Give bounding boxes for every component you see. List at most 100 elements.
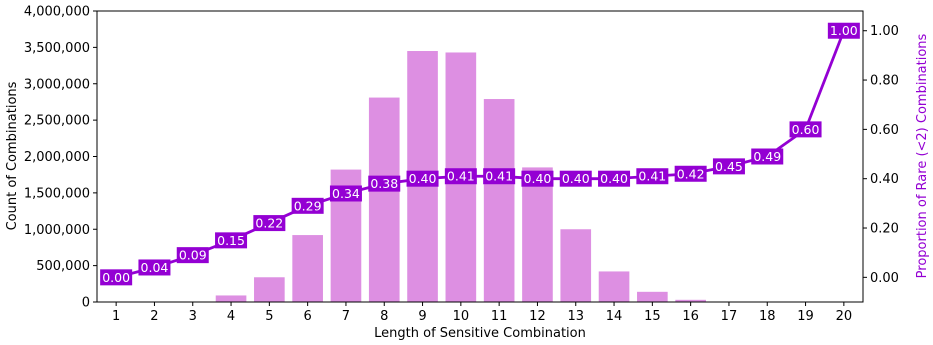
point-labels-layer: 0.00 0.04 0.09 0.15 0.22 0.29 0.34 0.38 0.40 0.41… [100, 22, 860, 286]
point-label-text: 0.00 [102, 270, 130, 285]
point-label-box [751, 148, 784, 165]
point-label-6: 0.29 [291, 197, 324, 214]
bar-6 [292, 235, 323, 302]
x-axis: 1 2 3 4 5 6 7 8 9 10 11 12 13 14 15 16 17 18 19 20 [112, 302, 852, 324]
point-label-1: 0.00 [100, 269, 133, 286]
y-left-tick-label: 2,500,000 [24, 114, 90, 129]
x-tick-label: 1 [112, 309, 120, 324]
y-axis-left: 0 500,000 1,000,000 1,500,000 2,000,000 2,500… [24, 5, 97, 311]
point-label-box [444, 168, 477, 185]
y-axis-left-title: Count of Combinations [5, 81, 20, 230]
y-left-tick-label: 4,000,000 [24, 5, 90, 20]
y-left-tick-label: 500,000 [36, 259, 90, 274]
x-tick-label: 15 [644, 309, 661, 324]
point-label-box [598, 170, 631, 187]
x-tick-label: 12 [529, 309, 546, 324]
plot-frame [96, 10, 864, 303]
point-label-text: 0.09 [179, 248, 207, 263]
bar-8 [368, 97, 400, 302]
y-left-tick-label: 0 [82, 296, 90, 311]
point-label-box [559, 170, 592, 187]
point-label-17: 0.45 [712, 158, 745, 175]
x-tick-label: 10 [453, 309, 470, 324]
x-tick-label: 11 [491, 309, 508, 324]
point-label-box [138, 259, 171, 276]
point-label-box [521, 170, 554, 187]
y-left-tick-label: 3,500,000 [24, 41, 90, 56]
y-left-tick-label: 1,500,000 [24, 186, 90, 201]
point-label-4: 0.15 [215, 232, 248, 249]
point-label-text: 0.15 [217, 233, 245, 248]
point-label-box [291, 197, 324, 214]
point-label-15: 0.41 [636, 168, 669, 185]
x-tick-label: 16 [682, 309, 699, 324]
point-label-box [789, 121, 822, 138]
point-label-18: 0.49 [751, 148, 784, 165]
point-label-text: 0.40 [600, 171, 628, 186]
point-label-text: 0.04 [141, 260, 169, 275]
y-axis-right-title: Proportion of Rare (<2) Combinations [915, 33, 930, 278]
x-tick-label: 20 [836, 309, 853, 324]
x-tick-label: 17 [721, 309, 738, 324]
y-right-tick-label: 0.00 [870, 271, 899, 286]
bar-13 [560, 229, 592, 302]
bar-16 [675, 299, 706, 302]
y-right-tick-label: 0.40 [870, 172, 899, 187]
point-label-2: 0.04 [138, 259, 171, 276]
point-label-text: 0.22 [255, 216, 283, 231]
point-label-box [100, 269, 133, 286]
bar-4 [215, 295, 247, 302]
point-label-text: 0.41 [638, 169, 666, 184]
point-label-text: 0.29 [294, 198, 322, 213]
point-label-19: 0.60 [789, 121, 822, 138]
point-label-16: 0.42 [674, 165, 707, 182]
x-tick-label: 5 [265, 309, 273, 324]
point-label-14: 0.40 [598, 170, 631, 187]
point-label-box [712, 158, 745, 175]
point-label-11: 0.41 [483, 168, 516, 185]
point-label-box [368, 175, 401, 192]
point-label-text: 0.38 [370, 176, 398, 191]
point-label-box [329, 185, 362, 202]
y-right-tick-label: 1.00 [870, 24, 899, 39]
x-tick-label: 19 [797, 309, 814, 324]
point-label-text: 0.41 [447, 169, 475, 184]
point-label-12: 0.40 [521, 170, 554, 187]
point-label-20: 1.00 [827, 22, 860, 39]
point-label-box [636, 168, 669, 185]
point-label-box [406, 170, 439, 187]
point-label-text: 0.42 [677, 166, 705, 181]
x-tick-label: 3 [189, 309, 197, 324]
point-label-text: 0.41 [485, 169, 513, 184]
point-label-text: 1.00 [830, 23, 858, 38]
point-label-13: 0.40 [559, 170, 592, 187]
point-label-text: 0.49 [753, 149, 781, 164]
bar-11 [483, 99, 515, 302]
x-tick-label: 18 [759, 309, 776, 324]
y-left-tick-label: 1,000,000 [24, 223, 90, 238]
point-label-box [827, 22, 860, 39]
y-axis-right: 0.00 0.20 0.40 0.60 0.80 1.00 [863, 24, 899, 286]
bar-14 [598, 271, 630, 302]
x-tick-label: 7 [342, 309, 350, 324]
y-left-tick-label: 2,000,000 [24, 150, 90, 165]
point-label-text: 0.40 [524, 171, 552, 186]
point-label-text: 0.40 [409, 171, 437, 186]
x-tick-label: 8 [380, 309, 388, 324]
x-tick-label: 4 [227, 309, 235, 324]
bars-layer [177, 51, 745, 303]
bar-15 [637, 291, 668, 302]
point-label-text: 0.34 [332, 186, 360, 201]
point-label-text: 0.60 [792, 122, 820, 137]
x-tick-label: 2 [150, 309, 158, 324]
point-label-box [215, 232, 248, 249]
x-tick-label: 14 [606, 309, 623, 324]
y-left-tick-label: 3,000,000 [24, 77, 90, 92]
x-tick-label: 9 [418, 309, 426, 324]
bar-12 [522, 167, 553, 302]
bar-5 [254, 277, 285, 302]
point-label-box [674, 165, 707, 182]
point-label-7: 0.34 [329, 185, 362, 202]
point-label-text: 0.40 [562, 171, 590, 186]
